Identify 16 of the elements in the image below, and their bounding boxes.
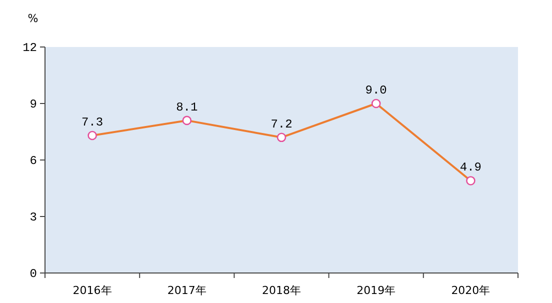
data-label: 9.0 (365, 84, 387, 98)
data-label: 7.2 (270, 117, 292, 132)
x-tick-label: 2018年 (262, 284, 301, 297)
x-tick-label: 2016年 (72, 284, 112, 297)
data-label: 8.1 (176, 100, 198, 114)
y-tick-label: 12 (22, 41, 37, 55)
x-tick-label: 2017年 (167, 284, 206, 297)
x-tick-label: 2019年 (356, 284, 396, 297)
data-label: 4.9 (460, 160, 482, 175)
y-tick-label: 0 (30, 267, 37, 281)
y-tick-label: 9 (30, 98, 37, 112)
y-axis-title: % (28, 12, 38, 25)
x-tick-label: 2020年 (451, 284, 490, 297)
data-label: 7.3 (81, 116, 104, 130)
y-tick-label: 3 (30, 210, 37, 224)
y-tick-label: 6 (30, 154, 37, 168)
